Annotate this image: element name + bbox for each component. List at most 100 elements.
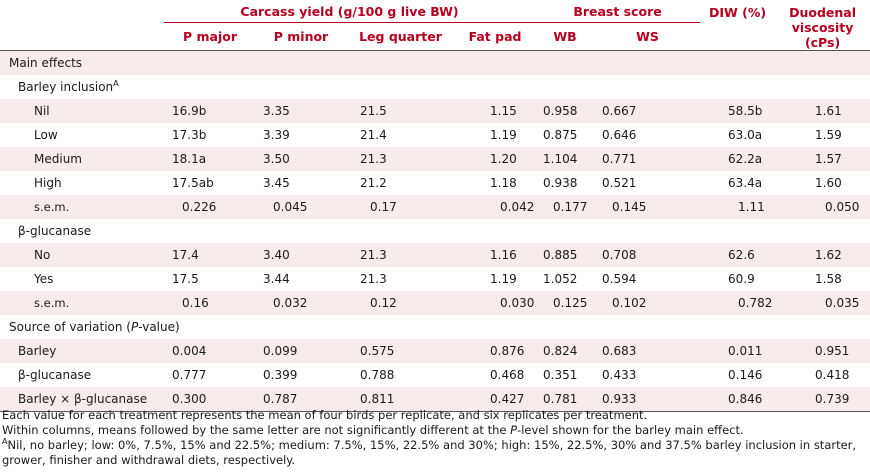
table-cell: 1.60 — [815, 176, 842, 190]
table-cell: 0.12 — [346, 291, 455, 315]
source-of-variation-label: Source of variation (P-value) — [9, 320, 180, 334]
table-cell: 0.099 — [256, 339, 346, 363]
carcass-yield-header: Carcass yield (g/100 g live BW) — [164, 0, 536, 24]
table-cell: 63.0a — [728, 128, 763, 142]
table-cell: 17.4 — [164, 243, 256, 267]
table-cell: 1.15 — [455, 99, 536, 123]
footnote-3: ANil, no barley; low: 0%, 7.5%, 15% and … — [2, 437, 857, 467]
table-cell: 1.19 — [490, 128, 517, 142]
table-cell: 0.146 — [728, 368, 763, 382]
table-cell: 0.787 — [256, 387, 346, 412]
table-cell: 1.11 — [700, 195, 776, 219]
row-label: s.e.m. — [0, 195, 164, 219]
table-cell: 0.811 — [346, 387, 455, 412]
table-cell: 0.876 — [455, 339, 536, 363]
table-cell: 0.739 — [775, 387, 870, 412]
table-cell: 18.1a — [164, 147, 256, 171]
table-cell: 0.468 — [490, 368, 525, 382]
row-label: High — [34, 176, 62, 190]
table-cell: 21.3 — [346, 147, 455, 171]
row-label: No — [0, 243, 164, 267]
table-row: Low 17.3b 3.39 21.4 1.19 0.875 0.646 63.0a 1.59 — [0, 123, 870, 147]
wb-header: WB — [535, 22, 596, 51]
table-cell: 21.5 — [346, 99, 455, 123]
table-cell: 21.3 — [360, 272, 387, 286]
table-cell: 21.4 — [360, 128, 387, 142]
section-row: Barley inclusionA — [0, 75, 870, 99]
footnote-1: Each value for each treatment represents… — [2, 408, 648, 422]
table-cell: 3.35 — [256, 99, 346, 123]
table-cell: 0.102 — [595, 291, 701, 315]
row-label: Barley × β-glucanase — [0, 387, 164, 412]
table-row: No 17.4 3.40 21.3 1.16 0.885 0.708 62.6 1.62 — [0, 243, 870, 267]
header-row-columns: P major P minor Leg quarter Fat pad WB W… — [0, 22, 870, 51]
table-cell: 1.58 — [815, 272, 842, 286]
table-cell: 1.16 — [455, 243, 536, 267]
row-label: Medium — [0, 147, 164, 171]
glucanase-label: β-glucanase — [18, 224, 92, 238]
results-table: Carcass yield (g/100 g live BW) Breast s… — [0, 0, 870, 412]
table-cell: 0.035 — [775, 291, 870, 315]
table-cell: 0.521 — [602, 176, 637, 190]
table-row: s.e.m. 0.226 0.045 0.17 0.042 0.177 0.145 1.11 0… — [0, 195, 870, 219]
table-cell: 0.050 — [775, 195, 870, 219]
table-cell: 0.042 — [455, 195, 536, 219]
fat-pad-header: Fat pad — [455, 22, 536, 51]
table-cell: 0.16 — [164, 291, 256, 315]
p-minor-header: P minor — [256, 22, 346, 51]
table-cell: 1.052 — [543, 272, 578, 286]
table-cell: 0.667 — [595, 99, 701, 123]
table-cell: 0.594 — [602, 272, 637, 286]
barley-inclusion-label: Barley inclusionA — [18, 79, 119, 95]
row-label: Yes — [34, 272, 54, 286]
table-cell: 1.20 — [455, 147, 536, 171]
table-row: Barley × β-glucanase 0.300 0.787 0.811 0.427… — [0, 387, 870, 412]
row-label: Nil — [0, 99, 164, 123]
table-cell: 1.61 — [775, 99, 870, 123]
table-cell: 1.18 — [490, 176, 517, 190]
table-cell: 0.351 — [543, 368, 578, 382]
header-blank — [0, 0, 164, 23]
row-label: β-glucanase — [18, 368, 92, 382]
table-cell: 0.045 — [256, 195, 346, 219]
table-cell: 0.788 — [360, 368, 395, 382]
table-row: β-glucanase 0.777 0.399 0.788 0.468 0.351 0.43… — [0, 363, 870, 387]
table-cell: 0.951 — [775, 339, 870, 363]
table-cell: 0.875 — [543, 128, 578, 142]
row-label: s.e.m. — [0, 291, 164, 315]
table-cell: 1.62 — [775, 243, 870, 267]
header-row-groups: Carcass yield (g/100 g live BW) Breast s… — [0, 0, 870, 51]
section-row: β-glucanase — [0, 219, 870, 243]
breast-score-header: Breast score — [535, 0, 701, 24]
table-cell: 0.177 — [535, 195, 596, 219]
table-cell: 0.958 — [535, 99, 596, 123]
table-cell: 0.771 — [595, 147, 701, 171]
table-row: Nil 16.9b 3.35 21.5 1.15 0.958 0.667 58.5b 1.61 — [0, 99, 870, 123]
table-cell: 0.846 — [700, 387, 776, 412]
table-cell: 0.427 — [455, 387, 536, 412]
table-cell: 0.125 — [535, 291, 596, 315]
table-cell: 0.683 — [595, 339, 701, 363]
table-cell: 3.40 — [256, 243, 346, 267]
table-cell: 0.032 — [256, 291, 346, 315]
table-row: Barley 0.004 0.099 0.575 0.876 0.824 0.683 0.01… — [0, 339, 870, 363]
leg-quarter-header: Leg quarter — [346, 22, 455, 51]
table-cell: 1.59 — [815, 128, 842, 142]
header-blank-2 — [0, 22, 164, 51]
footnote-2: Within columns, means followed by the sa… — [2, 423, 744, 437]
table-cell: 3.50 — [256, 147, 346, 171]
table-cell: 1.104 — [535, 147, 596, 171]
table-cell: 0.399 — [263, 368, 298, 382]
table-row: Medium 18.1a 3.50 21.3 1.20 1.104 0.771 62.2a 1.… — [0, 147, 870, 171]
table-cell: 62.6 — [700, 243, 776, 267]
table-cell: 0.782 — [700, 291, 776, 315]
table-cell: 0.300 — [164, 387, 256, 412]
table-cell: 1.19 — [490, 272, 517, 286]
row-label: Barley — [0, 339, 164, 363]
diw-header: DIW (%) — [700, 0, 776, 51]
section-row: Main effects — [0, 50, 870, 75]
table-cell: 0.646 — [602, 128, 637, 142]
table-cell: 0.885 — [535, 243, 596, 267]
table-cell: 0.030 — [455, 291, 536, 315]
